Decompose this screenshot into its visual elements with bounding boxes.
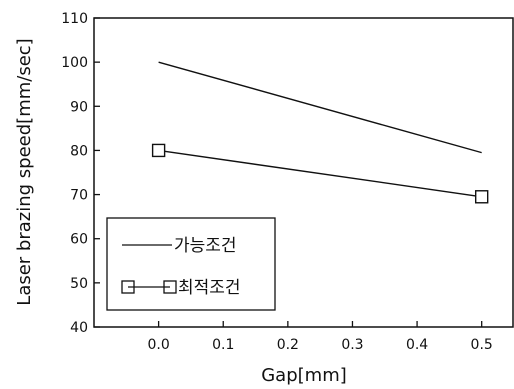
y-tick-label: 80 bbox=[70, 143, 88, 159]
x-tick-label: 0.4 bbox=[406, 337, 428, 353]
y-tick-label: 40 bbox=[70, 320, 88, 336]
x-axis-title: Gap[mm] bbox=[261, 365, 347, 386]
series-line-1 bbox=[158, 149, 482, 198]
x-axis-ticks: 0.0 0.1 0.2 0.3 0.4 0.5 bbox=[147, 321, 493, 353]
y-tick-label: 90 bbox=[70, 99, 88, 115]
series-layer bbox=[151, 61, 489, 204]
x-tick-label: 0.3 bbox=[341, 337, 363, 353]
legend-marker-square bbox=[163, 280, 177, 294]
y-tick-label: 70 bbox=[70, 188, 88, 204]
y-tick-label: 100 bbox=[61, 55, 88, 71]
legend-label-optimal: 최적조건 bbox=[178, 278, 241, 298]
x-tick-label: 0.0 bbox=[147, 337, 169, 353]
series-line-0 bbox=[158, 61, 482, 154]
y-tick-label: 50 bbox=[70, 276, 88, 292]
y-tick-label: 110 bbox=[61, 11, 88, 27]
legend-marker-square bbox=[121, 280, 135, 294]
y-axis-title: Laser brazing speed[mm/sec] bbox=[14, 38, 35, 305]
x-tick-label: 0.2 bbox=[277, 337, 299, 353]
data-point bbox=[474, 190, 489, 204]
legend-label-possible: 가능조건 bbox=[174, 236, 237, 256]
legend-box bbox=[106, 217, 276, 311]
legend: 가능조건 최적조건 bbox=[106, 217, 276, 311]
data-point bbox=[151, 143, 166, 158]
x-tick-label: 0.5 bbox=[471, 337, 493, 353]
y-tick-label: 60 bbox=[70, 232, 88, 248]
x-tick-label: 0.1 bbox=[212, 337, 234, 353]
y-axis-ticks: 40 50 60 70 80 90 100 110 bbox=[61, 11, 100, 336]
plot-area-frame bbox=[93, 17, 514, 328]
